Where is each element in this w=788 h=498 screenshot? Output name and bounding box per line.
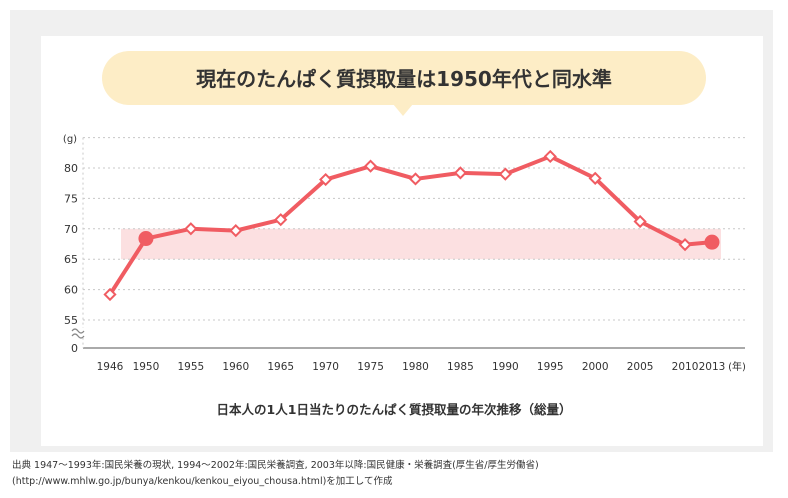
source-note: 出典 1947～1993年:国民栄養の現状, 1994～2002年:国民栄養調査… — [12, 458, 539, 490]
data-point — [363, 159, 378, 173]
data-point — [103, 287, 117, 302]
y-tick-label: 55 — [64, 314, 78, 327]
x-tick-label: 1995 — [537, 361, 564, 373]
y-tick-label: 0 — [71, 342, 78, 355]
x-axis-unit: (年) — [728, 360, 746, 373]
x-tick-label: 2010 — [672, 361, 699, 373]
x-tick-label: 1950 — [133, 361, 160, 373]
y-tick-label: 60 — [64, 284, 78, 297]
axis-break-mark — [71, 333, 85, 339]
data-point-highlight — [704, 234, 720, 250]
data-point — [453, 166, 468, 180]
data-point — [498, 167, 512, 181]
chart-panel: 現在のたんぱく質摂取量は1950年代と同水準 (g) (年) 0 55 60 65 70… — [10, 10, 773, 452]
x-tick-label: 2000 — [582, 361, 609, 373]
x-tick-label: 1985 — [447, 361, 474, 373]
headline: 現在のたんぱく質摂取量は1950年代と同水準 — [196, 67, 612, 91]
source-line-1: 出典 1947～1993年:国民栄養の現状, 1994～2002年:国民栄養調査… — [12, 460, 539, 471]
x-tick-label: 1980 — [402, 361, 429, 373]
data-point — [633, 214, 647, 229]
x-tick-label: 1946 — [97, 361, 124, 373]
chart: 現在のたんぱく質摂取量は1950年代と同水準 (g) (年) 0 55 60 65 70… — [63, 51, 746, 417]
data-point — [408, 172, 423, 186]
x-tick-label: 1970 — [312, 361, 339, 373]
y-tick-label: 75 — [64, 192, 78, 205]
reference-band — [121, 228, 721, 260]
source-line-2: (http://www.mhlw.go.jp/bunya/kenkou/kenk… — [12, 476, 393, 487]
data-point-highlight — [138, 231, 154, 247]
y-tick-label: 70 — [64, 223, 78, 236]
chart-title: 日本人の1人1日当たりのたんぱく質摂取量の年次推移（総量） — [217, 402, 572, 417]
data-point — [543, 149, 557, 164]
chart-card: 現在のたんぱく質摂取量は1950年代と同水準 (g) (年) 0 55 60 65 70… — [41, 36, 763, 446]
axis-break-mark — [71, 328, 85, 334]
x-tick-label: 1975 — [357, 361, 384, 373]
x-tick-label: 2005 — [627, 361, 654, 373]
data-point — [274, 213, 288, 227]
data-point — [319, 172, 333, 187]
y-tick-label: 80 — [64, 162, 78, 175]
x-tick-label: 1965 — [267, 361, 294, 373]
y-axis-unit: (g) — [63, 134, 77, 145]
x-tick-label: 1990 — [492, 361, 519, 373]
x-tick-label: 1955 — [177, 361, 204, 373]
data-point — [229, 224, 243, 238]
x-tick-label: 1960 — [222, 361, 249, 373]
data-point — [678, 237, 692, 252]
x-tick-label: 2013 — [699, 361, 726, 373]
headline-bubble: 現在のたんぱく質摂取量は1950年代と同水準 — [102, 51, 706, 116]
data-point — [184, 222, 198, 236]
y-tick-label: 65 — [64, 253, 78, 266]
data-point — [588, 171, 602, 185]
